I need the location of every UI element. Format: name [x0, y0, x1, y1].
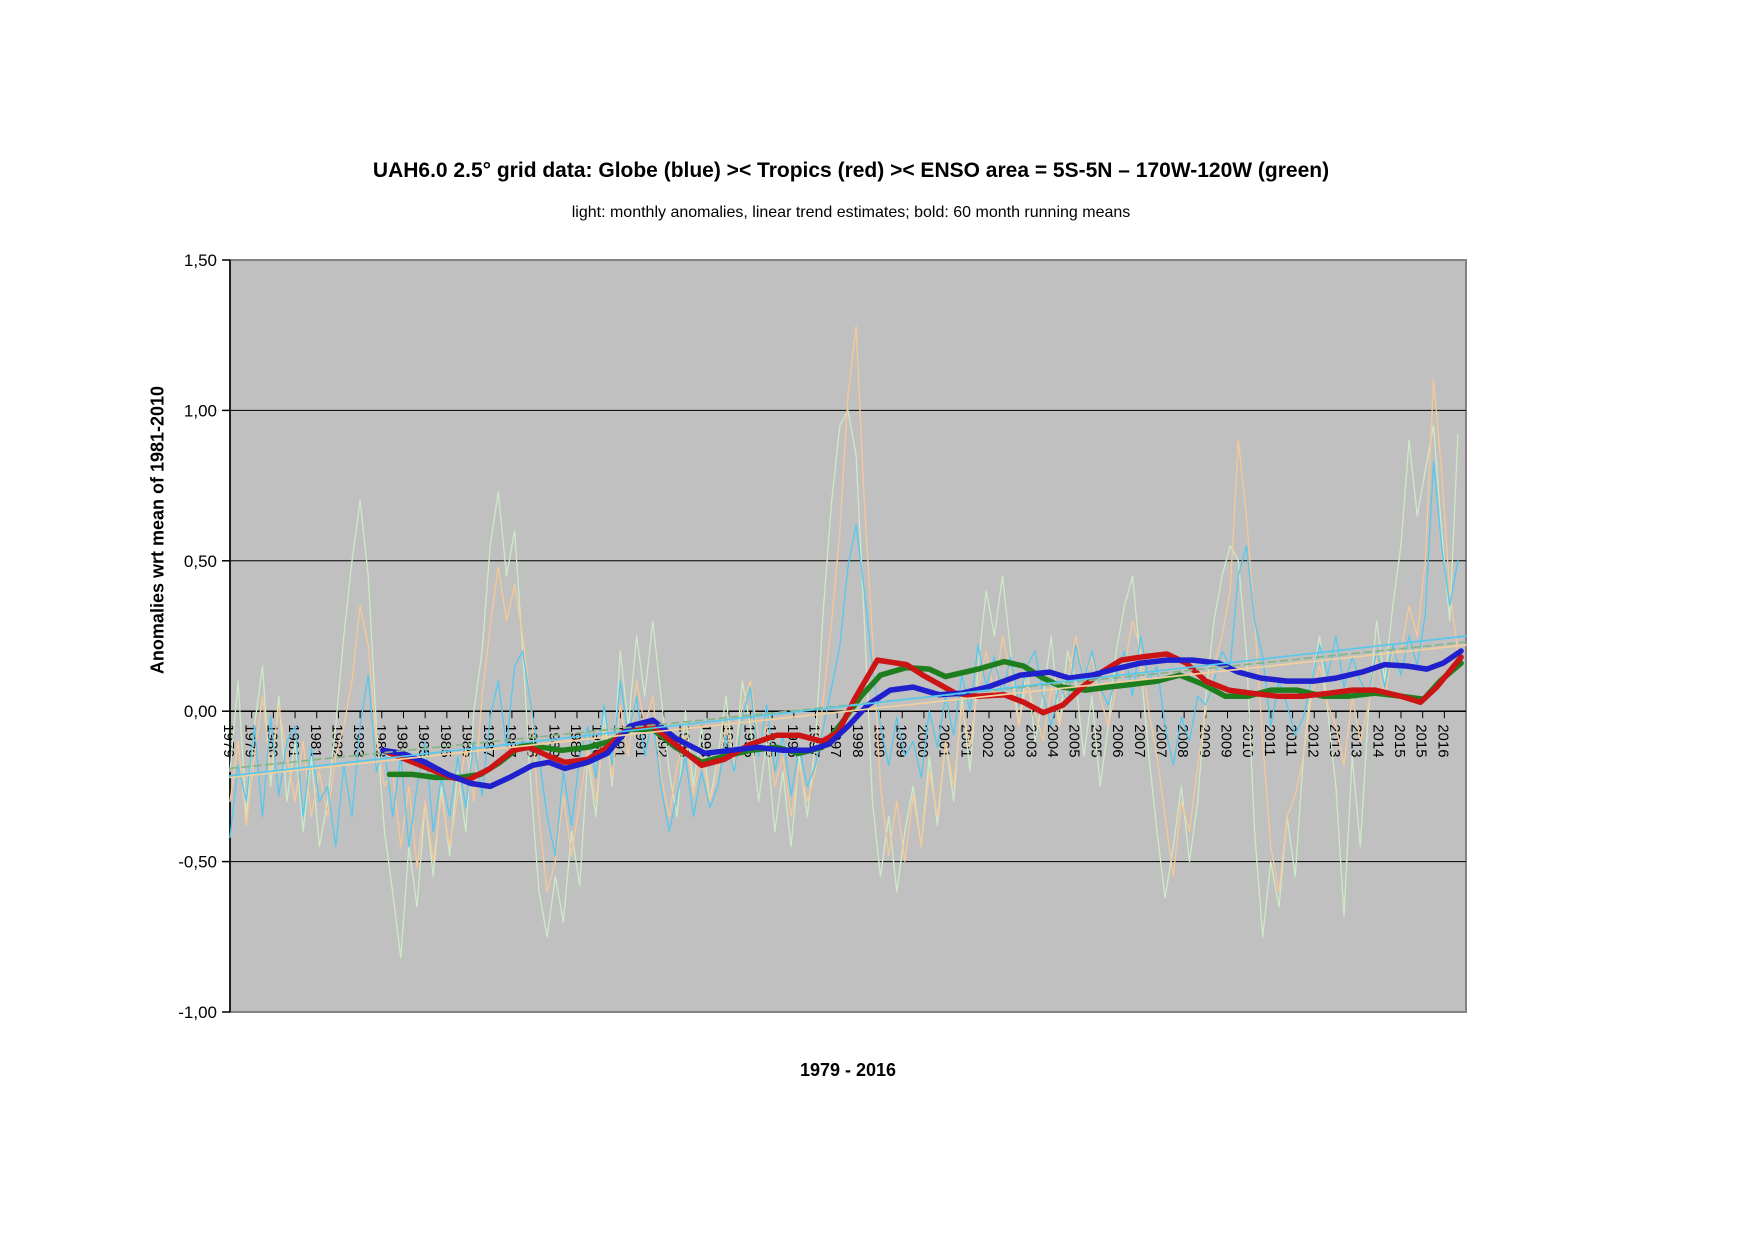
x-tick-label: 2016	[1434, 724, 1451, 757]
globe-trend-line	[229, 635, 1467, 777]
x-tick-label: 1984	[393, 724, 410, 757]
x-tick-label: 2015	[1391, 724, 1408, 757]
y-tick-label: 1,50	[184, 251, 217, 270]
x-tick-label: 1998	[849, 724, 866, 757]
x-tick-label: 2014	[1369, 724, 1386, 757]
chart-title: UAH6.0 2.5° grid data: Globe (blue) >< T…	[372, 159, 1330, 182]
x-tick-label: 1985	[437, 724, 454, 757]
x-tick-label: 2009	[1196, 724, 1213, 757]
x-tick-label: 2006	[1109, 724, 1126, 757]
x-tick-label: 2011	[1261, 724, 1278, 756]
y-tick-label: -1,00	[178, 1003, 217, 1022]
x-tick-label: 1999	[871, 724, 888, 757]
x-tick-label: 2000	[914, 724, 931, 757]
x-tick-label: 2011	[1283, 724, 1300, 756]
x-tick-label: 2003	[1001, 724, 1018, 757]
x-tick-label: 2010	[1239, 724, 1256, 757]
x-tick-label: 2001	[957, 724, 974, 757]
x-tick-label: 2009	[1218, 724, 1235, 757]
x-tick-label: 2008	[1174, 724, 1191, 757]
x-tick-label: 2013	[1326, 724, 1343, 757]
x-tick-label: 1979	[220, 724, 237, 757]
y-tick-label: 0,00	[184, 702, 217, 721]
chart-subtitle: light: monthly anomalies, linear trend e…	[571, 204, 1131, 221]
enso-trend-line	[229, 641, 1467, 770]
globe-monthly-line	[229, 460, 1459, 857]
plot-area	[229, 259, 1467, 1013]
x-tick-label: 2004	[1044, 724, 1061, 757]
y-tick-label: -0,50	[178, 853, 217, 872]
x-tick-label: 2007	[1131, 724, 1148, 757]
x-tick-label: 2012	[1304, 724, 1321, 757]
y-tick-label: 1,00	[184, 401, 217, 420]
enso-monthly-line	[229, 409, 1459, 959]
x-tick-label: 1999	[892, 724, 909, 757]
x-tick-label: 1985	[415, 724, 432, 757]
x-axis-title: 1979 - 2016	[799, 1060, 897, 1080]
globe-running-mean-line	[380, 648, 1464, 790]
x-tick-label: 2013	[1348, 724, 1365, 757]
x-tick-label: 2003	[1022, 724, 1039, 757]
enso-running-mean-line	[386, 658, 1464, 781]
x-tick-label: 2002	[979, 724, 996, 757]
y-tick-label: 0,50	[184, 552, 217, 571]
x-tick-label: 2007	[1152, 724, 1169, 757]
tropics-running-mean-line	[380, 651, 1464, 784]
x-tick-label: 1981	[307, 724, 324, 757]
x-tick-label: 2015	[1413, 724, 1430, 757]
x-tick-label: 2005	[1066, 724, 1083, 757]
tropics-trend-line	[229, 644, 1467, 779]
